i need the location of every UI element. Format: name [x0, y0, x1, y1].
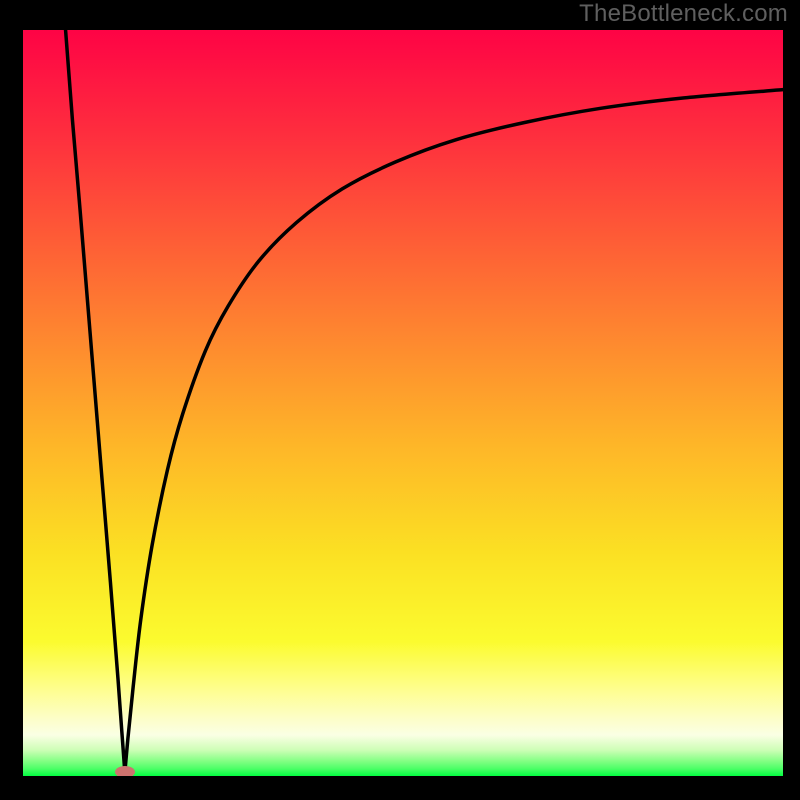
- curve-layer: [23, 30, 783, 776]
- minimum-marker: [115, 766, 135, 776]
- watermark-text: TheBottleneck.com: [579, 0, 788, 28]
- curve-left-branch: [66, 30, 125, 772]
- plot-area: [23, 30, 783, 776]
- curve-right-branch: [125, 90, 783, 773]
- chart-container: TheBottleneck.com: [0, 0, 800, 800]
